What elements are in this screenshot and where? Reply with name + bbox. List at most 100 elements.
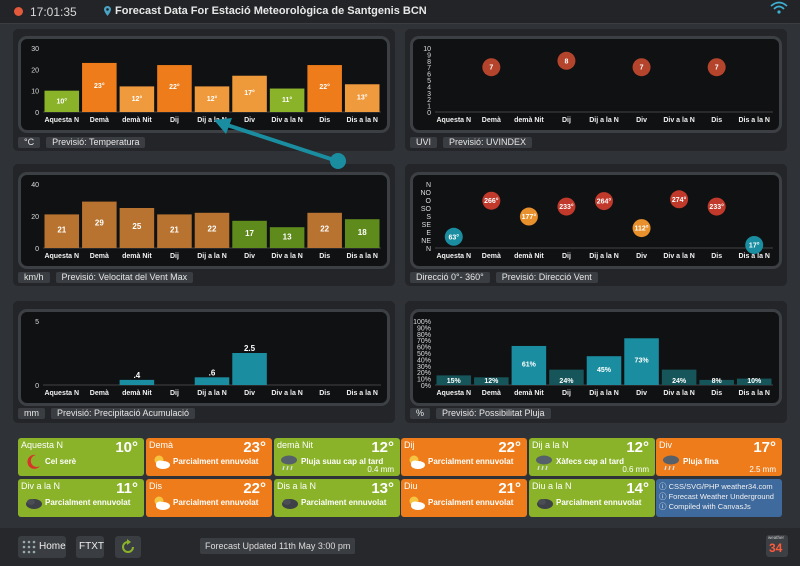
data-label: 24%	[672, 378, 687, 385]
x-tick-label: Div a la N	[271, 253, 303, 260]
grid-icon	[22, 540, 36, 554]
data-label: .4	[134, 371, 141, 380]
ftxt-button[interactable]: FTXT	[76, 536, 104, 558]
forecast-card[interactable]: Dij 22° Parcialment ennuvolat	[401, 438, 527, 476]
card-temp: 22°	[498, 439, 521, 456]
data-point	[707, 197, 726, 216]
card-condition: Cel serè	[45, 457, 77, 466]
data-label: 233°	[709, 203, 724, 211]
y-tick-label: 5	[35, 319, 39, 326]
x-tick-label: Div	[244, 253, 255, 260]
data-label: 24%	[559, 378, 574, 385]
forecast-card[interactable]: Aquesta N 10° Cel serè	[18, 438, 144, 476]
card-temp: 14°	[626, 480, 649, 497]
x-tick-label: Dis	[711, 117, 722, 124]
card-condition: Pluja suau cap al tard	[301, 457, 384, 466]
bar	[119, 86, 155, 112]
forecast-card[interactable]: demà Nit 12° Pluja suau cap al tard 0.4 mm	[274, 438, 400, 476]
y-tick-label: 10	[31, 89, 39, 96]
rain-cloud-icon	[536, 455, 552, 471]
bar	[82, 62, 117, 112]
moon-icon	[27, 454, 40, 469]
logo-small-text: weather	[768, 535, 785, 540]
y-tick-label: 30%	[417, 364, 431, 371]
credits-line-3[interactable]: ⓘ Compiled with CanvasJs	[659, 502, 751, 511]
forecast-card[interactable]: Dis a la N 13° Parcialment ennuvolat	[274, 479, 400, 517]
y-tick-label: 0%	[421, 383, 431, 390]
x-tick-label: Dis	[319, 117, 330, 124]
data-label: 7	[489, 65, 493, 72]
y-tick-label: 100%	[413, 319, 431, 326]
data-label: 7	[640, 65, 644, 72]
forecast-card[interactable]: Diu 21° Parcialment ennuvolat	[401, 479, 527, 517]
y-tick-label: 8	[427, 59, 431, 66]
wind-label: Previsió: Velocitat del Vent Max	[55, 272, 194, 283]
data-label: 15%	[447, 378, 462, 385]
top-bar: 17:01:35 Forecast Data For Estació Meteo…	[0, 0, 800, 24]
bar	[549, 369, 584, 385]
wind-caption: km/h Previsió: Velocitat del Vent Max	[18, 272, 199, 283]
x-tick-label: Demà	[90, 390, 109, 397]
bar	[194, 377, 230, 385]
data-label: 12%	[484, 378, 499, 385]
data-label: 2.5	[244, 344, 256, 353]
data-label: 13°	[357, 94, 368, 102]
data-point	[519, 207, 538, 226]
bar	[344, 84, 380, 112]
home-button[interactable]: Home	[18, 536, 66, 558]
data-label: 22	[208, 225, 217, 234]
bar	[307, 212, 342, 248]
card-temp: 23°	[243, 439, 266, 456]
forecast-card[interactable]: Dis 22° Parcialment ennuvolat	[146, 479, 272, 517]
card-temp: 10°	[115, 439, 138, 456]
card-condition: Parcialment ennuvolat	[45, 498, 131, 507]
x-tick-label: Dij a la N	[197, 117, 227, 124]
x-tick-label: Dij	[170, 117, 179, 124]
y-tick-label: 50%	[417, 351, 431, 358]
forecast-card[interactable]: Demà 23° Parcialment ennuvolat	[146, 438, 272, 476]
temperature-chart: 0 10 20 30 Aquesta N Demà demà Nit Dij Dij a la …	[18, 36, 390, 133]
forecast-card[interactable]: Dij a la N 12° Xàfecs cap al tard 0.6 mm	[529, 438, 655, 476]
card-day: Dis a la N	[277, 481, 317, 491]
card-day: Dij a la N	[532, 440, 569, 450]
close-dot-icon[interactable]	[14, 7, 23, 16]
x-tick-label: Demà	[482, 253, 501, 260]
card-condition: Parcialment ennuvolat	[428, 498, 514, 507]
x-tick-label: Aquesta N	[436, 117, 471, 124]
bar	[232, 220, 267, 248]
card-temp: 13°	[371, 480, 394, 497]
y-tick-label: 40	[31, 182, 39, 189]
forecast-card[interactable]: Diu a la N 14° Parcialment ennuvolat	[529, 479, 655, 517]
card-condition: Parcialment ennuvolat	[556, 498, 642, 507]
forecast-card[interactable]: Div a la N 11° Parcialment ennuvolat	[18, 479, 144, 517]
x-tick-label: Div a la N	[271, 390, 303, 397]
card-condition: Xàfecs cap al tard	[556, 457, 625, 466]
weather34-logo[interactable]: weather 34	[766, 535, 788, 557]
card-temp: 12°	[626, 439, 649, 456]
data-label: 22	[320, 225, 329, 234]
bar	[736, 378, 772, 385]
data-label: .6	[209, 368, 216, 377]
y-tick-label: 90%	[417, 325, 431, 332]
rain-cloud-icon	[663, 455, 679, 471]
y-tick-label: 0	[35, 246, 39, 253]
credits-line-2[interactable]: ⓘ Forecast Weather Underground	[659, 492, 774, 501]
data-label: 177°	[522, 213, 537, 221]
refresh-button[interactable]	[115, 536, 141, 558]
partly-cloudy-icon	[154, 496, 170, 510]
x-tick-label: demà Nit	[122, 253, 152, 260]
x-tick-label: Dis	[711, 390, 722, 397]
credits-line-1[interactable]: ⓘ CSS/SVG/PHP weather34.com	[659, 482, 773, 491]
y-tick-label: 20	[31, 67, 39, 74]
data-label: 11°	[282, 96, 292, 104]
x-tick-label: demà Nit	[122, 117, 152, 124]
x-tick-label: Dij	[562, 390, 571, 397]
data-point	[557, 51, 576, 70]
y-tick-label: 9	[427, 52, 431, 59]
data-label: 22°	[319, 83, 330, 91]
forecast-card[interactable]: Div 17° Pluja fina 2.5 mm	[656, 438, 782, 476]
bar	[511, 345, 547, 385]
data-label: 8%	[712, 378, 723, 385]
x-tick-label: Div a la N	[663, 117, 695, 124]
data-label: 45%	[597, 367, 612, 374]
